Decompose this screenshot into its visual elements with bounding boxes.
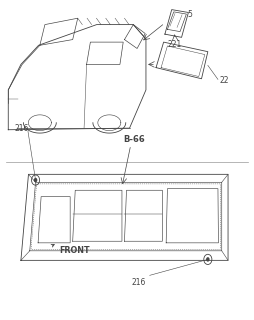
Text: 221: 221 <box>168 40 182 49</box>
Text: 22: 22 <box>220 76 229 85</box>
Circle shape <box>34 178 37 182</box>
Text: 216: 216 <box>131 278 146 287</box>
Text: FRONT: FRONT <box>59 246 89 255</box>
Text: 5: 5 <box>187 10 192 19</box>
Text: 216: 216 <box>15 124 29 132</box>
Circle shape <box>206 257 210 262</box>
Text: B-66: B-66 <box>124 135 146 144</box>
